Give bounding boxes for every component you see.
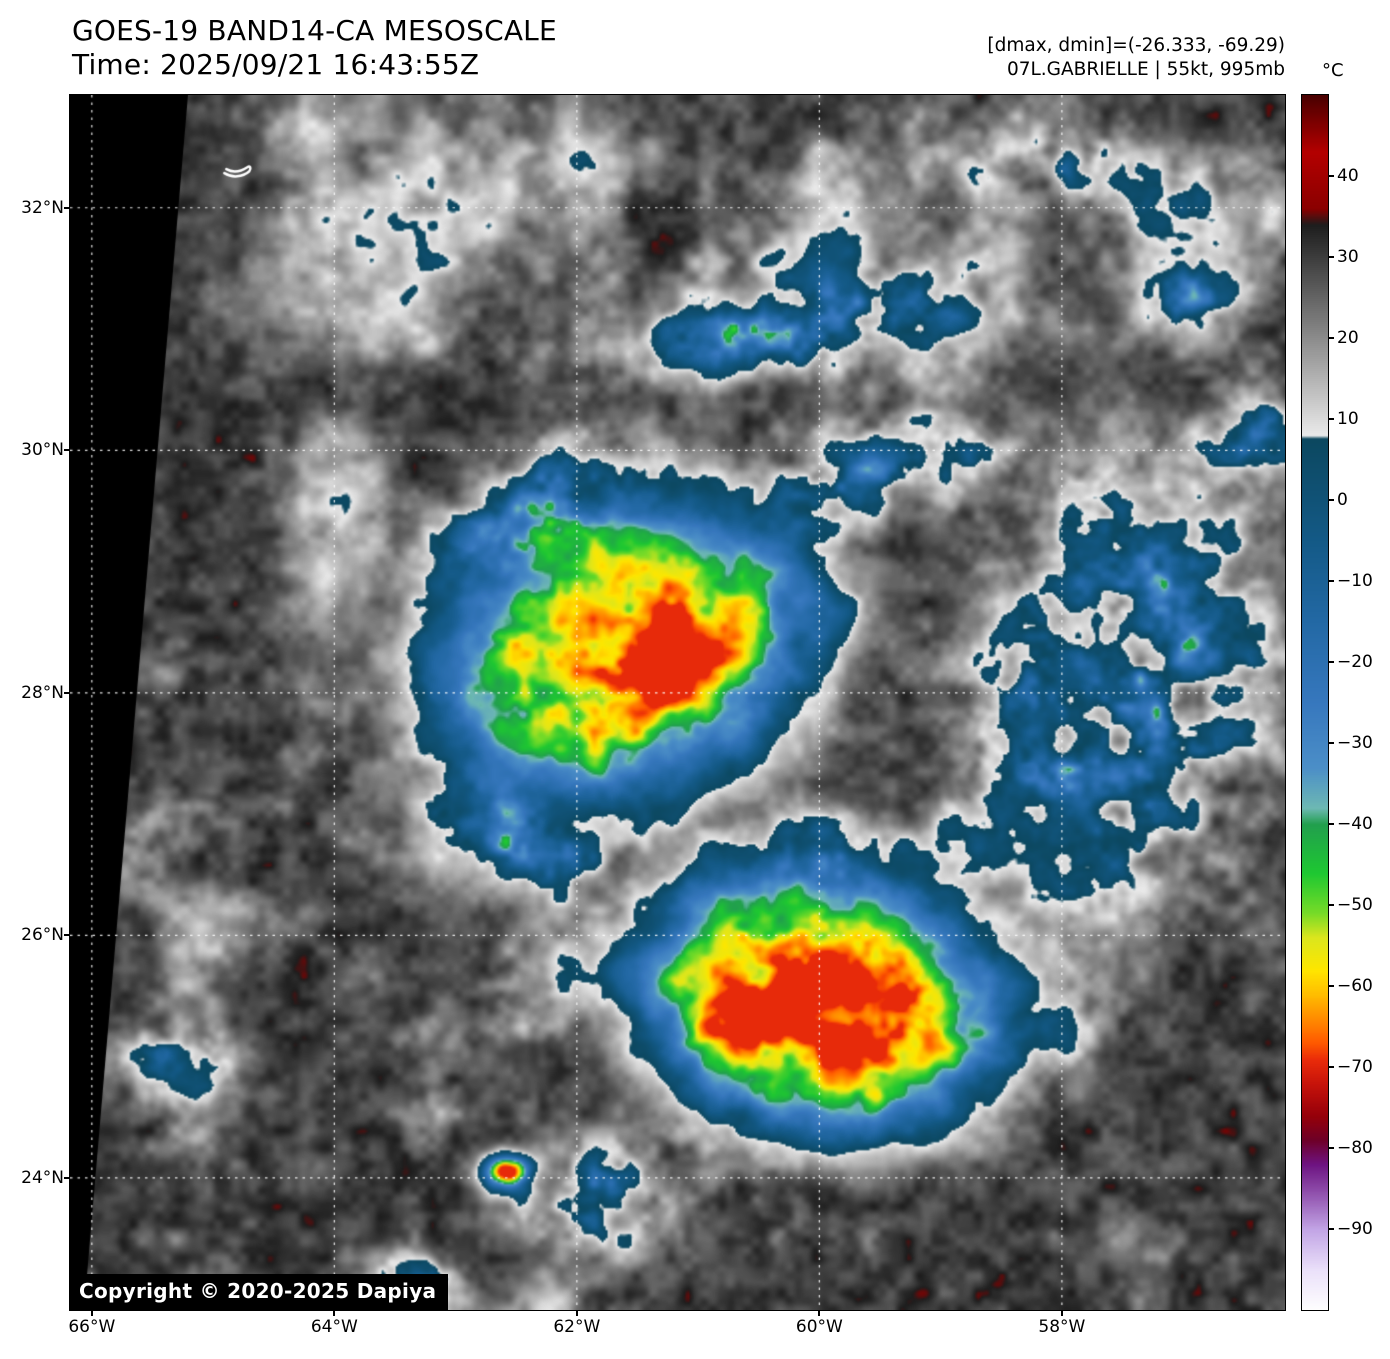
satellite-imagery-canvas <box>70 95 1285 1310</box>
lon-tick-mark <box>818 1311 821 1316</box>
colorbar-tick-label: 10 <box>1337 409 1359 429</box>
lon-tick-mark <box>90 1311 93 1316</box>
colorbar-gradient-canvas <box>1302 95 1328 1310</box>
colorbar-tick-label: 0 <box>1337 490 1348 510</box>
lon-tick-label: 64°W <box>310 1317 358 1337</box>
lon-tick-label: 62°W <box>553 1317 601 1337</box>
colorbar-tick-label: −80 <box>1337 1138 1373 1158</box>
colorbar-tick-mark <box>1329 1228 1334 1230</box>
colorbar-tick-label: −10 <box>1337 571 1373 591</box>
lat-tick-mark <box>64 934 69 937</box>
colorbar-tick-mark <box>1329 904 1334 906</box>
colorbar-tick-label: −50 <box>1337 895 1373 915</box>
colorbar-tick-mark <box>1329 823 1334 825</box>
colorbar-tick-label: −40 <box>1337 814 1373 834</box>
colorbar-tick-mark <box>1329 1147 1334 1149</box>
colorbar-tick-label: 30 <box>1337 247 1359 267</box>
dmax-dmin-readout: [dmax, dmin]=(-26.333, -69.29) <box>987 35 1285 56</box>
colorbar-tick-mark <box>1329 985 1334 987</box>
lat-tick-mark <box>64 691 69 694</box>
colorbar-tick-mark <box>1329 256 1334 258</box>
title-block: GOES-19 BAND14-CA MESOSCALE Time: 2025/0… <box>72 14 557 82</box>
colorbar-tick-mark <box>1329 175 1334 177</box>
lon-tick-label: 58°W <box>1038 1317 1086 1337</box>
image-timestamp: Time: 2025/09/21 16:43:55Z <box>72 48 480 82</box>
colorbar-tick-label: −90 <box>1337 1219 1373 1239</box>
lon-tick-mark <box>575 1311 578 1316</box>
lat-tick-mark <box>64 449 69 452</box>
lat-tick-label: 24°N <box>21 1167 64 1188</box>
colorbar-tick-label: −60 <box>1337 976 1373 996</box>
colorbar-tick-label: −70 <box>1337 1057 1373 1077</box>
lat-tick-label: 32°N <box>21 197 64 218</box>
copyright-overlay: Copyright © 2020-2025 Dapiya <box>70 1274 449 1310</box>
lat-tick-label: 26°N <box>21 925 64 946</box>
lon-tick-label: 66°W <box>68 1317 116 1337</box>
product-title: GOES-19 BAND14-CA MESOSCALE <box>72 14 557 47</box>
info-block: [dmax, dmin]=(-26.333, -69.29) 07L.GABRI… <box>987 34 1285 82</box>
lon-tick-label: 60°W <box>795 1317 843 1337</box>
colorbar-tick-mark <box>1329 580 1334 582</box>
colorbar-tick-label: −30 <box>1337 733 1373 753</box>
lon-tick-mark <box>1060 1311 1063 1316</box>
storm-info-readout: 07L.GABRIELLE | 55kt, 995mb <box>1006 59 1285 81</box>
lat-tick-mark <box>64 206 69 209</box>
colorbar-tick-mark <box>1329 742 1334 744</box>
colorbar-tick-mark <box>1329 418 1334 420</box>
lat-tick-label: 30°N <box>21 440 64 461</box>
colorbar <box>1302 95 1328 1310</box>
colorbar-tick-mark <box>1329 337 1334 339</box>
lat-tick-mark <box>64 1176 69 1179</box>
colorbar-unit-label: °C <box>1322 60 1344 81</box>
colorbar-tick-label: −20 <box>1337 652 1373 672</box>
colorbar-tick-mark <box>1329 661 1334 663</box>
satellite-map: Copyright © 2020-2025 Dapiya <box>70 95 1285 1310</box>
lon-tick-mark <box>333 1311 336 1316</box>
lat-tick-label: 28°N <box>21 682 64 703</box>
colorbar-tick-label: 40 <box>1337 166 1359 186</box>
colorbar-tick-label: 20 <box>1337 328 1359 348</box>
colorbar-tick-mark <box>1329 499 1334 501</box>
colorbar-tick-mark <box>1329 1066 1334 1068</box>
